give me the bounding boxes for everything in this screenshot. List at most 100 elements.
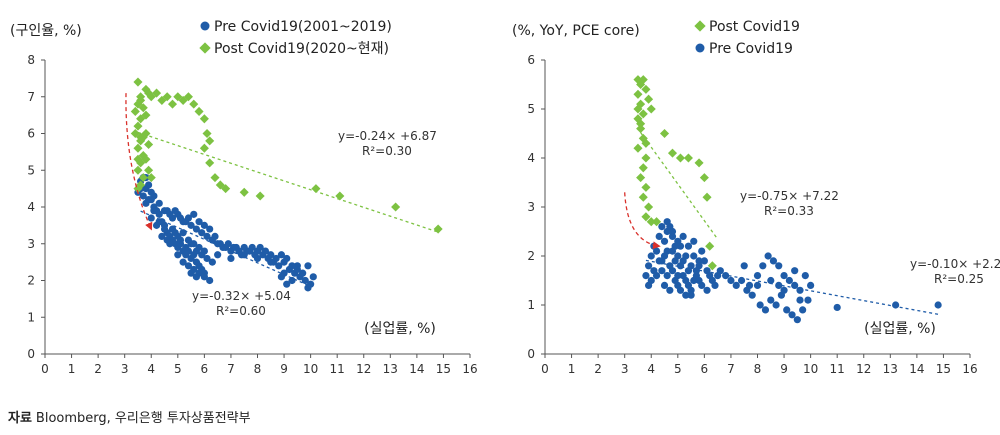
- trend-arrow: [624, 192, 661, 250]
- data-point: [679, 257, 687, 265]
- data-point: [801, 272, 809, 280]
- data-point: [683, 153, 693, 163]
- data-point: [304, 284, 312, 292]
- data-point: [189, 99, 199, 109]
- legend-marker-circle: [695, 43, 705, 53]
- data-point: [699, 173, 709, 183]
- data-point: [130, 106, 140, 116]
- data-point: [277, 251, 286, 259]
- data-point: [136, 95, 146, 105]
- x-tick-label: 8: [754, 362, 762, 376]
- data-point: [199, 114, 209, 124]
- data-point: [203, 254, 211, 263]
- data-point: [934, 301, 942, 309]
- data-point: [251, 251, 259, 259]
- data-point: [641, 182, 651, 192]
- data-point: [200, 273, 208, 281]
- data-point: [660, 237, 669, 245]
- data-point: [227, 254, 235, 263]
- data-point: [224, 240, 232, 248]
- data-point: [737, 276, 746, 285]
- data-point: [658, 267, 666, 275]
- x-tick-label: 6: [701, 362, 709, 376]
- data-point: [208, 258, 216, 266]
- data-point: [235, 247, 243, 255]
- data-point: [674, 272, 682, 280]
- data-point: [636, 173, 646, 183]
- data-point: [171, 207, 179, 215]
- data-point: [275, 262, 283, 270]
- data-point: [675, 153, 685, 163]
- y-tick-label: 0: [527, 347, 535, 361]
- x-tick-label: 2: [594, 362, 602, 376]
- data-point: [255, 191, 265, 201]
- x-tick-label: 14: [909, 362, 924, 376]
- data-point: [804, 296, 812, 304]
- data-point: [694, 158, 704, 168]
- data-point: [280, 269, 288, 277]
- x-tick-label: 3: [621, 362, 629, 376]
- data-point: [775, 281, 783, 289]
- y-axis-label: (구인율, %): [10, 23, 82, 39]
- x-tick-label: 12: [356, 362, 371, 376]
- data-point: [194, 106, 204, 116]
- y-tick-label: 8: [27, 53, 35, 67]
- data-point: [676, 242, 685, 250]
- data-point: [711, 281, 719, 289]
- data-point: [641, 153, 651, 163]
- data-point: [633, 89, 643, 99]
- data-point: [245, 247, 254, 255]
- data-point: [293, 265, 301, 274]
- data-point: [682, 291, 690, 299]
- data-point: [187, 221, 195, 229]
- data-point: [767, 296, 775, 304]
- data-point: [203, 232, 211, 240]
- source-label: 자료: [8, 411, 32, 426]
- data-point: [147, 214, 155, 222]
- data-point: [833, 303, 841, 312]
- data-point: [793, 316, 801, 324]
- data-point: [182, 243, 190, 252]
- data-point: [139, 192, 147, 200]
- data-point: [684, 242, 693, 250]
- data-point: [221, 184, 231, 194]
- data-point: [288, 276, 296, 285]
- data-point: [158, 232, 166, 240]
- x-tick-label: 11: [830, 362, 845, 376]
- legend-marker-diamond: [199, 42, 211, 54]
- data-point: [190, 210, 198, 218]
- y-tick-label: 2: [27, 274, 35, 288]
- data-point: [168, 225, 177, 233]
- fit-r2-label: R²=0.60: [216, 304, 266, 318]
- x-tick-label: 0: [41, 362, 49, 376]
- data-point: [756, 301, 764, 309]
- data-point: [767, 276, 775, 285]
- data-point: [283, 280, 291, 288]
- fit-r2-label: R²=0.33: [764, 204, 814, 218]
- data-point: [199, 143, 209, 153]
- data-point: [304, 262, 312, 270]
- x-tick-label: 2: [94, 362, 102, 376]
- data-point: [335, 191, 345, 201]
- trend-line: [137, 131, 439, 233]
- data-point: [176, 214, 185, 222]
- data-point: [195, 243, 203, 252]
- data-point: [210, 173, 220, 183]
- data-point: [684, 267, 693, 275]
- data-point: [769, 257, 778, 265]
- data-point: [799, 306, 807, 314]
- data-point: [638, 163, 648, 173]
- data-point: [183, 92, 193, 102]
- data-point: [705, 241, 715, 251]
- trend-line: [640, 132, 719, 240]
- x-tick-label: 14: [409, 362, 424, 376]
- data-point: [796, 296, 804, 304]
- y-tick-label: 6: [27, 127, 35, 141]
- data-point: [660, 252, 669, 260]
- x-tick-label: 5: [674, 362, 682, 376]
- data-point: [679, 232, 687, 240]
- data-point: [239, 187, 249, 197]
- data-point: [198, 229, 206, 237]
- data-point: [668, 227, 677, 236]
